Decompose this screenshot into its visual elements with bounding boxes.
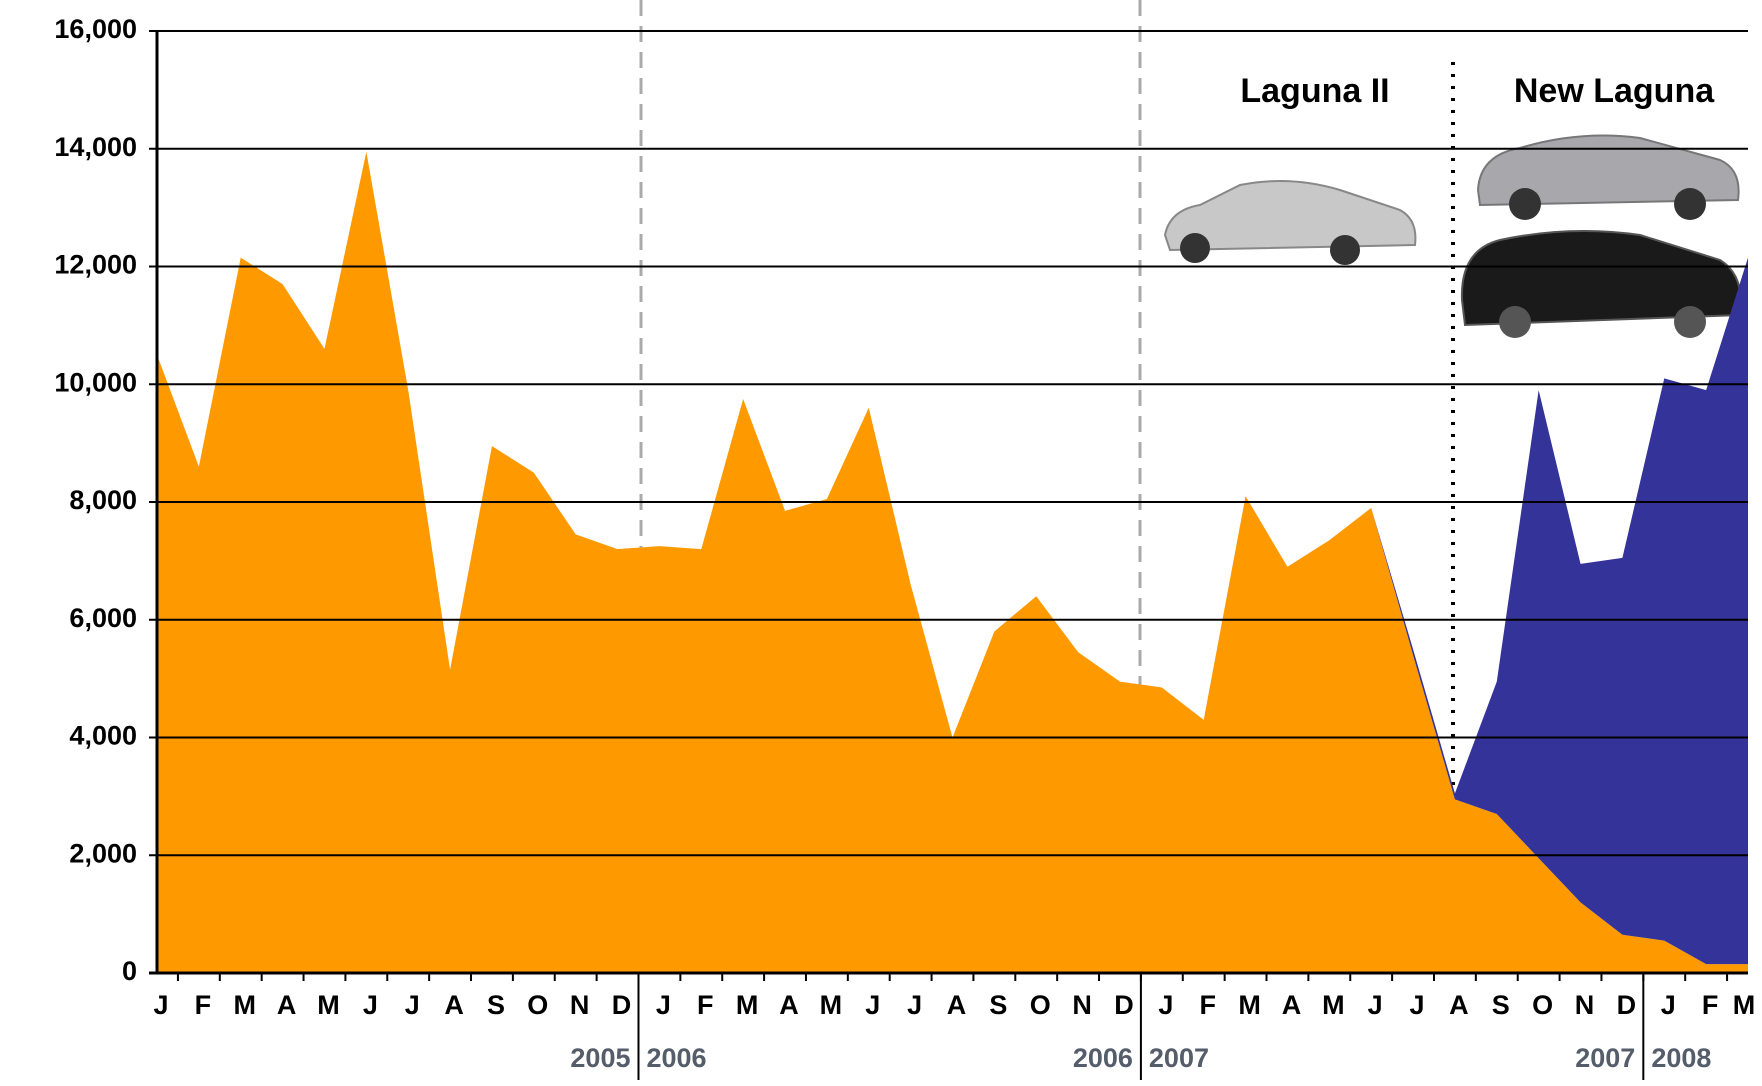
x-tick-label: F [1702,990,1719,1020]
area [157,151,1748,974]
year-label: 2007 [1575,1043,1635,1073]
y-tick-label: 12,000 [54,250,137,280]
x-tick-label: F [195,990,212,1020]
x-tick-label: M [1238,990,1261,1020]
series-label: Laguna II [1240,72,1389,110]
car-images [1163,134,1742,338]
x-tick-label: M [317,990,340,1020]
y-tick-label: 14,000 [54,132,137,162]
area [1371,257,1748,965]
x-tick-label: O [1532,990,1553,1020]
year-label: 2005 [570,1043,630,1073]
car-black [1460,230,1742,338]
x-tick-label: A [1282,990,1302,1020]
y-tick-label: 0 [122,956,137,986]
year-label: 2006 [1073,1043,1133,1073]
x-tick-label: N [1575,990,1595,1020]
x-tick-label: J [1158,990,1173,1020]
x-tick-label: O [1030,990,1051,1020]
x-tick-label: J [865,990,880,1020]
x-tick-label: M [1733,990,1756,1020]
year-label: 2007 [1149,1043,1209,1073]
x-tick-label: J [1368,990,1383,1020]
x-tick-label: O [527,990,548,1020]
year-label: 2008 [1651,1043,1711,1073]
x-tick-label: D [612,990,632,1020]
x-tick-label: S [487,990,505,1020]
x-tick-label: J [907,990,922,1020]
x-tick-label: A [277,990,297,1020]
x-tick-label: F [697,990,714,1020]
x-tick-label: M [820,990,843,1020]
x-tick-label: M [736,990,759,1020]
x-tick-label: M [1322,990,1345,1020]
y-tick-label: 16,000 [54,14,137,44]
x-tick-label: J [405,990,420,1020]
x-tick-label: D [1114,990,1134,1020]
x-tick-label: S [1492,990,1510,1020]
x-tick-label: N [570,990,590,1020]
series-label: New Laguna [1514,72,1715,110]
car-grey [1476,134,1740,220]
x-tick-label: A [779,990,799,1020]
y-tick-label: 2,000 [69,838,137,868]
x-tick-label: A [1449,990,1469,1020]
x-tick-label: D [1617,990,1637,1020]
x-tick-label: J [1661,990,1676,1020]
y-tick-label: 6,000 [69,603,137,633]
x-tick-label: A [947,990,967,1020]
x-tick-label: N [1072,990,1092,1020]
x-tick-label: J [363,990,378,1020]
car-silver [1163,180,1417,265]
x-tick-label: A [444,990,464,1020]
x-tick-label: M [233,990,256,1020]
x-tick-label: J [153,990,168,1020]
year-label: 2006 [646,1043,706,1073]
y-tick-label: 10,000 [54,367,137,397]
y-tick-label: 8,000 [69,485,137,515]
x-tick-label: S [989,990,1007,1020]
x-tick-label: J [656,990,671,1020]
x-tick-label: J [1410,990,1425,1020]
x-tick-label: F [1199,990,1216,1020]
y-tick-label: 4,000 [69,721,137,751]
